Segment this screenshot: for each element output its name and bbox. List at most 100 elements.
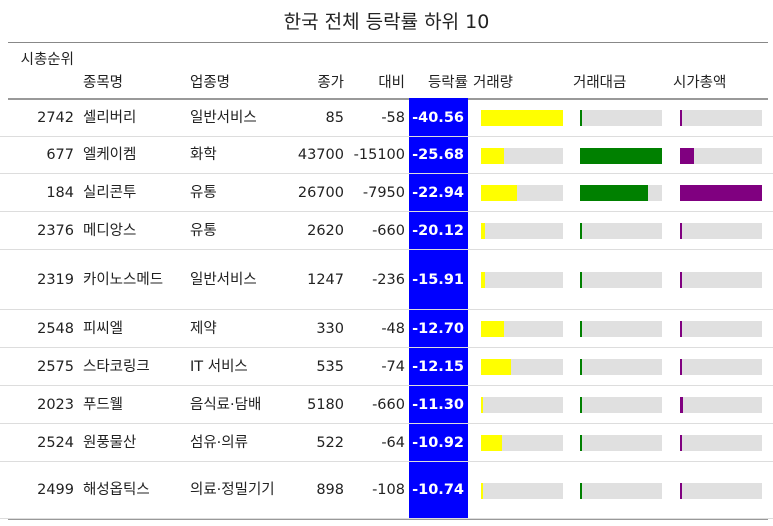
trading-value-bar <box>580 435 582 451</box>
market-cap-bar-track <box>680 483 762 499</box>
market-cap-bar <box>680 223 682 239</box>
volume-bar <box>481 272 485 288</box>
pct-cell: -25.68 <box>409 137 468 173</box>
rank-cell-text: 2548 <box>37 320 74 337</box>
header-diff: 대비 <box>346 44 405 98</box>
pct-cell-text: -10.92 <box>412 434 464 451</box>
header-volume: 거래량 <box>473 44 568 98</box>
table-bottom-rule <box>8 519 768 520</box>
name-cell: 해성옵틱스 <box>83 462 183 518</box>
name-cell: 피씨엘 <box>83 310 183 347</box>
market-cap-bar-track <box>680 359 762 375</box>
diff-cell-text: -660 <box>372 396 405 413</box>
diff-cell-text: -74 <box>381 358 405 375</box>
rank-cell: 2742 <box>10 99 74 136</box>
industry-cell: 섬유·의류 <box>190 424 284 461</box>
industry-cell: 일반서비스 <box>190 99 284 136</box>
pct-cell: -20.12 <box>409 212 468 249</box>
volume-bar-track <box>481 435 563 451</box>
name-cell-text: 원풍물산 <box>83 434 137 451</box>
header-market-cap-label: 시가총액 <box>673 75 727 91</box>
rank-cell-text: 184 <box>46 184 74 201</box>
trading-value-bar-track <box>580 397 662 413</box>
trading-value-bar-track <box>580 110 662 126</box>
table-row: 2376 메디앙스 유통 2620 -660 -20.12 <box>0 212 773 250</box>
market-cap-bar <box>680 148 694 164</box>
industry-cell: IT 서비스 <box>190 348 284 385</box>
industry-cell-text: 음식료·담배 <box>190 396 262 413</box>
market-cap-bar-track <box>680 321 762 337</box>
rank-cell-text: 2376 <box>37 222 74 239</box>
name-cell: 셀리버리 <box>83 99 183 136</box>
price-cell: 330 <box>286 310 344 347</box>
price-cell: 898 <box>286 462 344 518</box>
header-trading-value: 거래대금 <box>573 44 668 98</box>
trading-value-bar <box>580 223 582 239</box>
price-cell: 1247 <box>286 250 344 309</box>
name-cell-text: 셀리버리 <box>83 109 137 126</box>
price-cell-text: 1247 <box>307 271 344 288</box>
diff-cell: -74 <box>346 348 405 385</box>
industry-cell: 유통 <box>190 174 284 211</box>
header-pct-label: 등락률 <box>427 75 468 91</box>
market-cap-bar-track <box>680 435 762 451</box>
diff-cell-text: -15100 <box>353 147 405 163</box>
diff-cell: -64 <box>346 424 405 461</box>
price-cell: 85 <box>286 99 344 136</box>
market-cap-bar <box>680 321 682 337</box>
name-cell: 메디앙스 <box>83 212 183 249</box>
pct-cell-text: -15.91 <box>412 271 464 288</box>
volume-bar <box>481 185 517 201</box>
name-cell: 푸드웰 <box>83 386 183 423</box>
rank-cell: 2319 <box>10 250 74 309</box>
name-cell-text: 스타코링크 <box>83 358 150 375</box>
industry-cell-text: IT 서비스 <box>190 358 248 375</box>
market-cap-bar <box>680 185 762 201</box>
price-cell-text: 330 <box>316 320 344 337</box>
pct-cell-text: -11.30 <box>412 396 464 413</box>
trading-value-bar-track <box>580 272 662 288</box>
pct-cell-text: -20.12 <box>412 222 464 239</box>
volume-bar <box>481 148 504 164</box>
name-cell-text: 엘케이켐 <box>83 147 137 163</box>
pct-cell: -10.92 <box>409 424 468 461</box>
volume-bar <box>481 397 483 413</box>
price-cell-text: 5180 <box>307 396 344 413</box>
header-volume-label: 거래량 <box>473 75 514 91</box>
industry-cell-text: 유통 <box>190 184 217 201</box>
name-cell: 실리콘투 <box>83 174 183 211</box>
pct-cell: -22.94 <box>409 174 468 211</box>
volume-bar <box>481 435 502 451</box>
volume-bar-track <box>481 148 563 164</box>
table-row: 184 실리콘투 유통 26700 -7950 -22.94 <box>0 174 773 212</box>
diff-cell-text: -660 <box>372 222 405 239</box>
market-cap-bar <box>680 359 682 375</box>
header-diff-label: 대비 <box>378 75 405 91</box>
name-cell-text: 푸드웰 <box>83 396 124 413</box>
header-pct: 등락률 <box>409 44 468 98</box>
market-cap-bar-track <box>680 397 762 413</box>
industry-cell-text: 섬유·의류 <box>190 434 248 451</box>
pct-cell-text: -22.94 <box>412 184 464 201</box>
table-row: 2499 해성옵틱스 의료·정밀기기 898 -108 -10.74 <box>0 462 773 519</box>
volume-bar <box>481 359 511 375</box>
diff-cell-text: -236 <box>372 271 405 288</box>
rank-cell-text: 2575 <box>37 358 74 375</box>
header-trading-value-label: 거래대금 <box>573 75 627 91</box>
rank-cell: 2575 <box>10 348 74 385</box>
pct-cell: -10.74 <box>409 462 468 518</box>
trading-value-bar <box>580 483 582 499</box>
header-industry: 업종명 <box>190 44 284 98</box>
volume-bar <box>481 110 563 126</box>
volume-bar-track <box>481 272 563 288</box>
title-divider <box>8 42 768 43</box>
trading-value-bar <box>580 359 582 375</box>
volume-bar-track <box>481 397 563 413</box>
volume-bar <box>481 483 483 499</box>
industry-cell-text: 일반서비스 <box>190 271 257 288</box>
industry-cell-text: 의료·정밀기기 <box>190 482 275 498</box>
name-cell: 카이노스메드 <box>83 250 183 309</box>
rank-cell-text: 2319 <box>37 271 74 288</box>
pct-cell: -12.15 <box>409 348 468 385</box>
